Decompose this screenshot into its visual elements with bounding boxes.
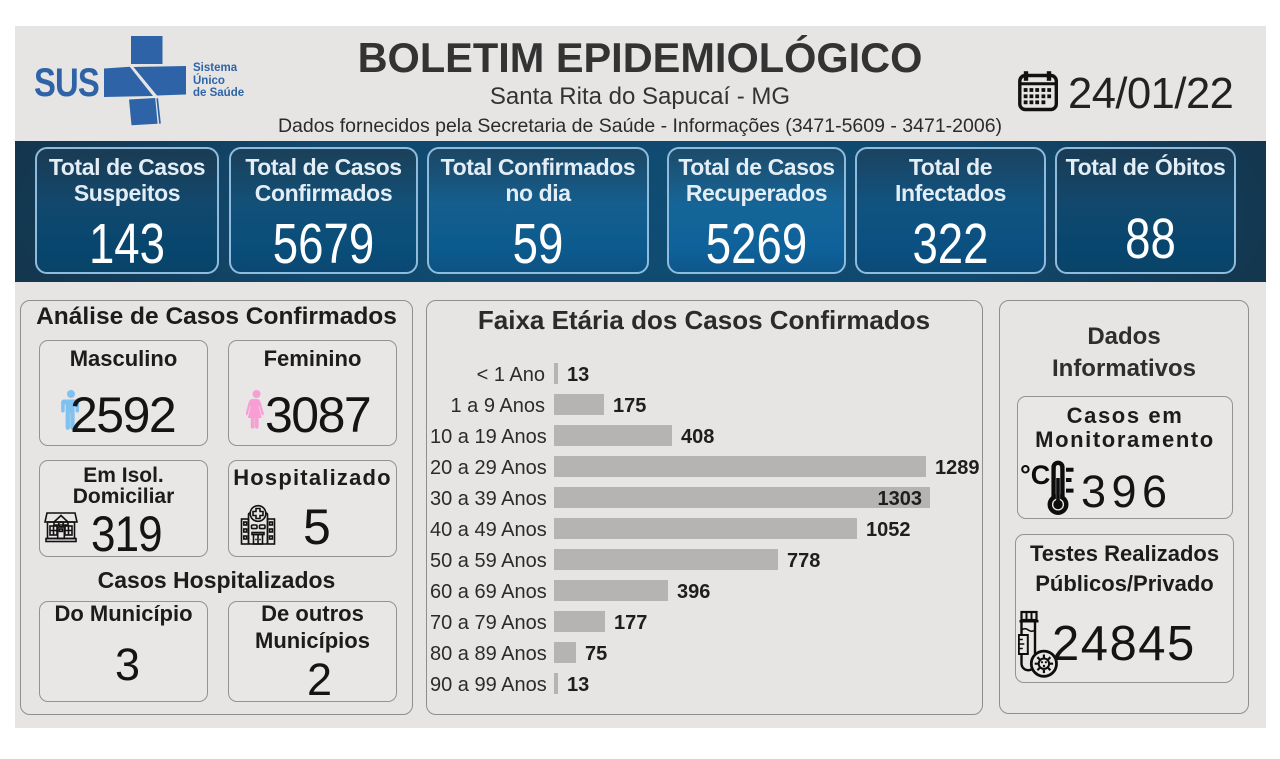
svg-text:°C: °C xyxy=(1020,460,1050,490)
